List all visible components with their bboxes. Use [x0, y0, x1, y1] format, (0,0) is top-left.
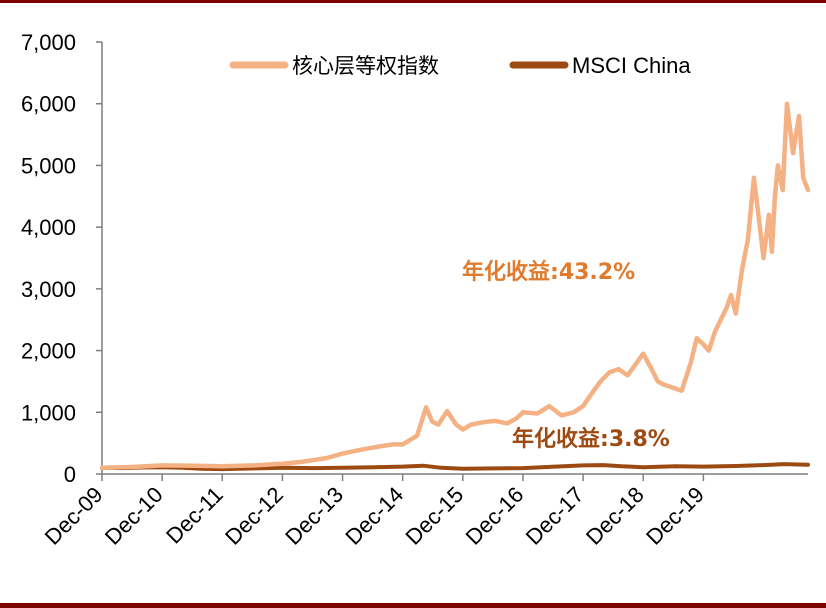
- series-msci-china-line: [100, 462, 810, 472]
- x-tick-label: Dec-16: [461, 482, 529, 550]
- y-tick-label: 4,000: [21, 215, 76, 240]
- frame-top-border: [0, 0, 826, 3]
- series-core-index-line: [99, 101, 811, 471]
- x-tick-label: Dec-12: [220, 482, 288, 550]
- x-axis: Dec-09Dec-10Dec-11Dec-12Dec-13Dec-14Dec-…: [40, 473, 808, 550]
- y-tick-label: 1,000: [21, 400, 76, 425]
- y-tick-label: 5,000: [21, 153, 76, 178]
- legend-label-msci-china: MSCI China: [572, 53, 691, 78]
- series-layer: [99, 101, 811, 472]
- y-tick-label: 2,000: [21, 339, 76, 364]
- x-tick-label: Dec-09: [40, 482, 108, 550]
- annotation-core-index-value: 43.2%: [559, 260, 635, 285]
- x-tick-label: Dec-17: [521, 482, 589, 550]
- x-tick-label: Dec-18: [581, 482, 649, 550]
- annotation-core-index-label: 年化收益:: [462, 259, 559, 285]
- y-tick-label: 7,000: [21, 30, 76, 55]
- annotation-msci-china-value: 3.8%: [609, 427, 670, 452]
- y-tick-label: 3,000: [21, 277, 76, 302]
- legend-label-core-index: 核心层等权指数: [292, 54, 439, 78]
- y-tick-label: 0: [64, 462, 76, 487]
- legend: 核心层等权指数 MSCI China: [229, 53, 691, 78]
- x-tick-label: Dec-14: [340, 482, 408, 550]
- x-tick-label: Dec-13: [280, 482, 348, 550]
- frame-bottom-border: [0, 603, 826, 608]
- y-axis: 0 1,000 2,000 3,000 4,000 5,000 6,000 7,000: [21, 30, 103, 487]
- annotation-core-index: 年化收益:43.2%: [462, 259, 635, 285]
- x-tick-label: Dec-10: [100, 482, 168, 550]
- x-tick-label: Dec-11: [161, 482, 228, 549]
- annotation-msci-china-label: 年化收益:: [512, 426, 609, 452]
- annotation-msci-china: 年化收益:3.8%: [512, 426, 670, 452]
- y-tick-label: 6,000: [21, 92, 76, 117]
- x-tick-label: Dec-19: [641, 482, 709, 550]
- x-tick-label: Dec-15: [401, 482, 469, 550]
